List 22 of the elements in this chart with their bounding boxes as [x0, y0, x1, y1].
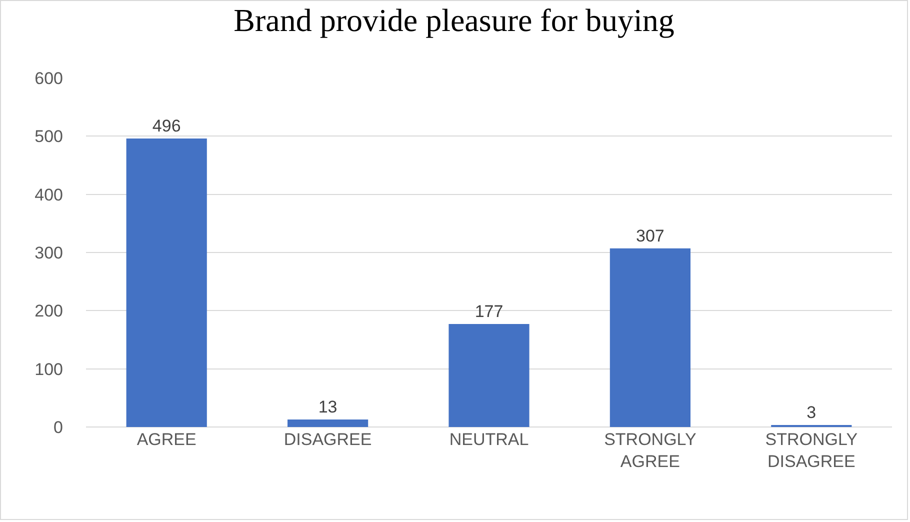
y-tick-label: 0 — [54, 418, 63, 437]
x-tick-label: DISAGREE — [284, 430, 372, 449]
x-tick-label: STRONGLY DISAGREE — [765, 430, 858, 472]
data-label: 496 — [152, 116, 181, 136]
x-tick-label: AGREE — [136, 430, 196, 449]
bar — [610, 248, 690, 427]
y-tick-label: 500 — [34, 127, 63, 146]
chart-title: Brand provide pleasure for buying — [234, 2, 674, 38]
data-label: 177 — [474, 302, 504, 322]
y-tick-label: 300 — [34, 243, 63, 262]
bar — [448, 324, 530, 427]
x-tick-label: NEUTRAL — [449, 430, 529, 449]
x-tick-label: STRONGLY AGREE — [604, 430, 696, 472]
y-tick-label: 200 — [34, 302, 63, 321]
data-label: 307 — [636, 226, 664, 246]
data-label: 3 — [806, 403, 816, 422]
bar — [288, 419, 368, 427]
data-label: 13 — [318, 397, 338, 416]
y-tick-label: 600 — [34, 68, 63, 88]
bar — [126, 138, 207, 427]
y-tick-label: 400 — [34, 185, 63, 204]
y-tick-label: 100 — [34, 360, 63, 379]
